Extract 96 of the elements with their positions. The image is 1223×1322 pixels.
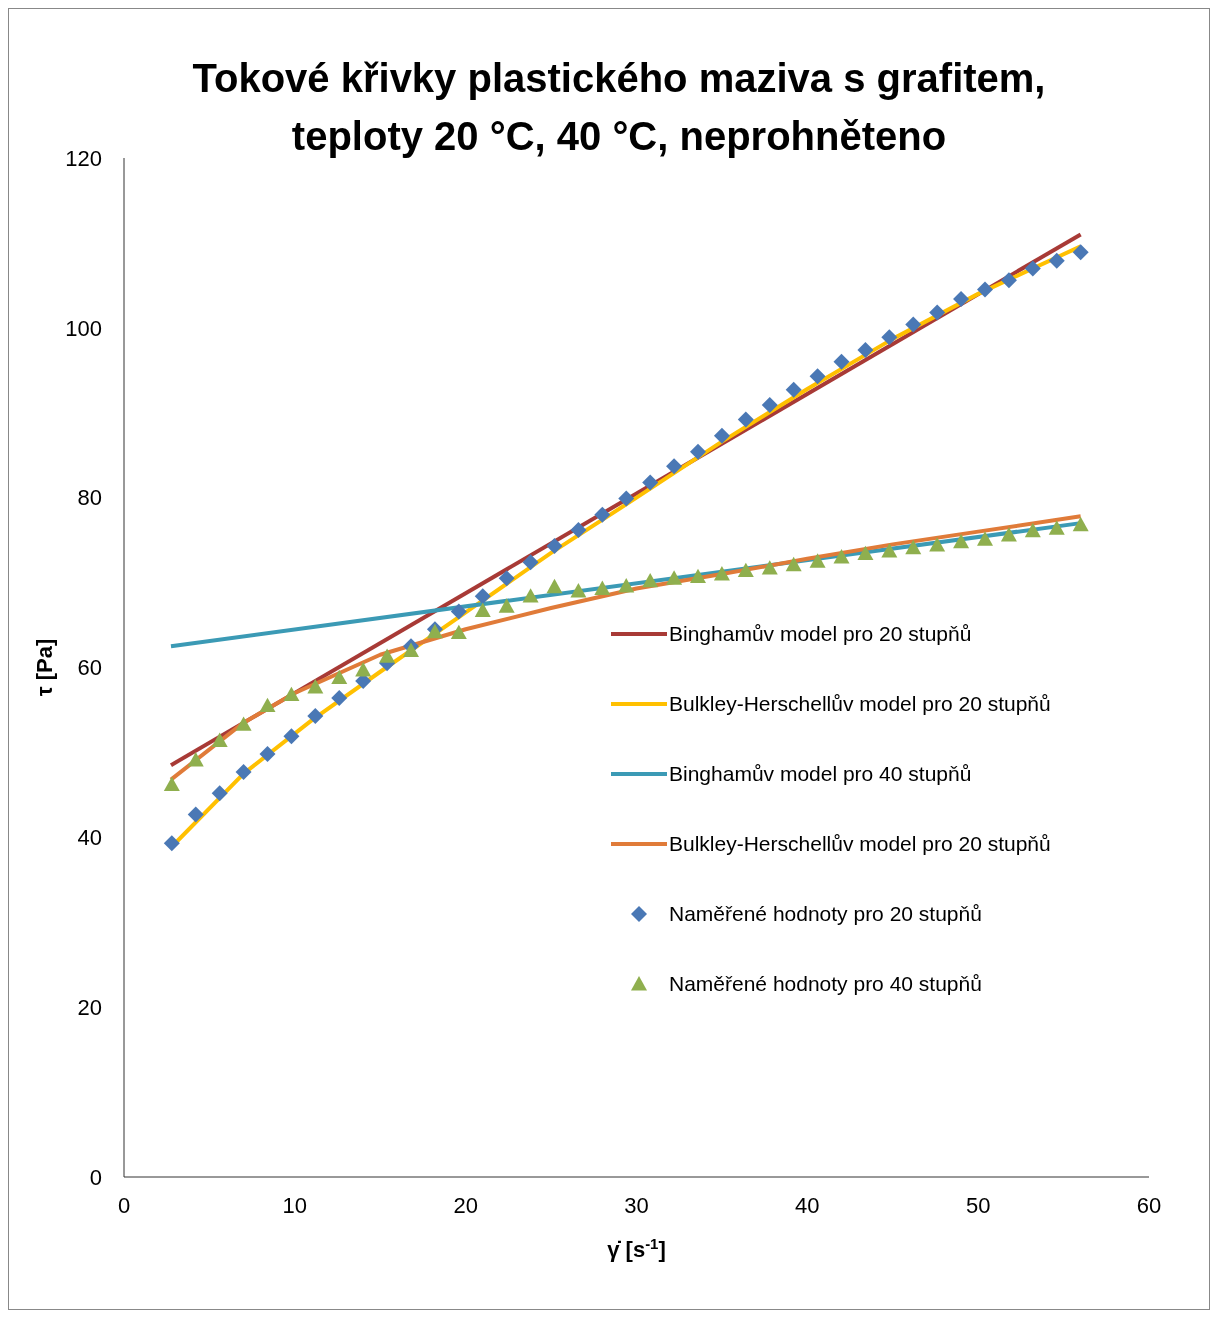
point <box>833 353 850 370</box>
point <box>331 669 348 685</box>
y-tick-label: 100 <box>65 315 102 341</box>
point <box>1072 244 1089 261</box>
y-tick-label: 0 <box>89 1164 102 1190</box>
point <box>761 397 778 414</box>
point <box>235 763 252 780</box>
point <box>690 568 706 584</box>
point <box>905 316 922 333</box>
point <box>1048 520 1065 535</box>
point <box>211 732 228 747</box>
point <box>1072 516 1089 532</box>
legend-label: Naměřené hodnoty pro 20 stupňů <box>669 902 982 926</box>
point <box>618 577 635 593</box>
point <box>355 662 372 677</box>
x-tick-label: 50 <box>965 1192 991 1218</box>
y-axis-title: τ [Pa] <box>31 638 57 697</box>
point <box>929 537 946 552</box>
point <box>163 776 180 792</box>
point <box>977 531 993 546</box>
y-tick-label: 80 <box>77 485 102 511</box>
point <box>307 679 324 694</box>
y-tick-label: 40 <box>77 825 102 851</box>
x-tick-label: 30 <box>624 1192 649 1218</box>
point <box>283 728 300 745</box>
point <box>570 521 587 538</box>
point <box>522 588 539 603</box>
point <box>785 381 802 398</box>
point <box>1000 527 1017 542</box>
point <box>857 545 874 561</box>
point <box>690 443 706 460</box>
legend-label: Naměřené hodnoty pro 40 stupňů <box>669 972 982 996</box>
legend-label: Binghamův model pro 40 stupňů <box>669 762 972 786</box>
point <box>642 572 659 588</box>
point <box>713 427 730 444</box>
legend-label: Binghamův model pro 20 stupňů <box>669 622 972 646</box>
x-tick-label: 10 <box>282 1192 308 1218</box>
point <box>857 341 874 358</box>
point <box>666 458 683 475</box>
point <box>498 570 515 587</box>
point <box>187 806 204 823</box>
point <box>737 562 754 578</box>
point <box>403 642 419 657</box>
point <box>809 553 826 568</box>
point <box>881 329 898 346</box>
point <box>594 506 611 523</box>
point <box>546 578 563 594</box>
point <box>450 603 467 620</box>
point <box>713 566 730 581</box>
point <box>450 624 467 640</box>
point <box>881 543 898 558</box>
point <box>498 598 515 613</box>
y-tick-label: 120 <box>65 145 102 171</box>
point <box>809 368 826 385</box>
legend-label: Bulkley-Herschellův model pro 20 stupňů <box>669 832 1051 856</box>
point <box>522 554 539 571</box>
point <box>833 549 850 564</box>
point <box>307 707 324 724</box>
point <box>618 490 635 507</box>
point <box>570 583 587 598</box>
point <box>761 560 778 575</box>
point <box>1000 272 1017 289</box>
point <box>187 752 204 767</box>
point <box>379 648 396 663</box>
point <box>546 538 563 555</box>
y-tick-label: 60 <box>77 655 102 681</box>
point <box>594 580 611 595</box>
point <box>474 602 491 618</box>
point <box>235 716 252 731</box>
point <box>642 474 659 491</box>
point <box>1048 252 1065 269</box>
point <box>211 785 228 802</box>
x-axis-title: γ̇ [s$^{-1}$] <box>607 1234 666 1262</box>
point <box>1024 522 1041 538</box>
point <box>331 690 348 707</box>
point <box>953 290 970 307</box>
point <box>259 746 276 763</box>
point <box>1024 260 1041 277</box>
point <box>474 588 491 605</box>
x-tick-label: 60 <box>1136 1192 1162 1218</box>
chart-title: Tokové křivky plastického maziva s grafitem, teploty 20 °C, 40 °C, neprohněteno <box>191 55 1047 160</box>
point <box>977 281 993 298</box>
point <box>785 556 802 572</box>
x-tick-label: 20 <box>453 1192 478 1218</box>
point <box>163 835 180 852</box>
x-tick-label: 0 <box>117 1192 131 1218</box>
x-tick-label: 40 <box>795 1192 820 1218</box>
point <box>666 570 683 585</box>
point <box>905 539 922 555</box>
point <box>929 304 946 321</box>
point <box>953 533 970 549</box>
y-tick-label: 20 <box>77 994 102 1020</box>
point <box>737 411 754 428</box>
point <box>259 697 276 713</box>
legend-label: Bulkley-Herschellův model pro 20 stupňů <box>669 692 1051 716</box>
point <box>283 686 300 702</box>
